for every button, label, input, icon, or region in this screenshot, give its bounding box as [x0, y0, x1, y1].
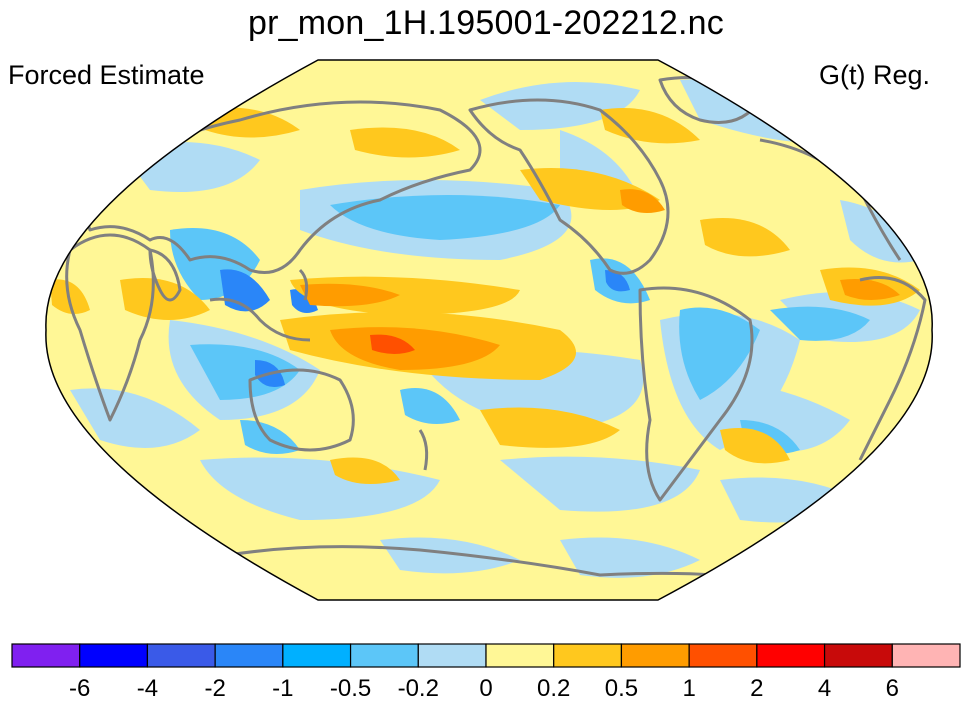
colorbar-label: -4 — [137, 675, 158, 702]
colorbar-bin — [485, 643, 555, 668]
colorbar-label: -1 — [272, 675, 293, 702]
colorbar-label: 6 — [886, 675, 899, 702]
left-label: Forced Estimate — [8, 60, 205, 90]
colorbar-bins — [11, 643, 961, 668]
colorbar-bin — [620, 643, 690, 668]
colorbar-bin — [146, 643, 216, 668]
colorbar-bin — [417, 643, 487, 668]
india-coastline — [148, 248, 182, 302]
right-label: G(t) Reg. — [818, 60, 930, 90]
colorbar-label: 0.2 — [537, 675, 570, 702]
colorbar-labels: -6 -4 -2 -1 -0.5 -0.2 0 0.2 0.5 1 2 4 6 — [69, 675, 899, 702]
south-america-coastline — [638, 286, 754, 502]
map-title: pr_mon_1H.195001-202212.nc — [248, 4, 724, 42]
red-orange-regions — [370, 334, 415, 354]
north-america-coastline — [468, 98, 670, 275]
colorbar-label: 2 — [750, 675, 763, 702]
colorbar-bin — [756, 643, 826, 668]
globe-outline — [45, 59, 933, 601]
medium-blue-regions — [170, 195, 870, 454]
colorbar-label: 0.5 — [605, 675, 638, 702]
colorbar-label: 0 — [479, 675, 492, 702]
precipitation-map — [45, 59, 933, 601]
new-zealand-coastline — [418, 429, 429, 471]
colorbar-label: -0.2 — [398, 675, 439, 702]
africa-coastline — [65, 233, 155, 422]
eurasia-coastline — [78, 100, 482, 274]
colorbar-bin — [79, 643, 149, 668]
antarctica-coastline — [199, 545, 761, 582]
colorbar-label: 4 — [818, 675, 831, 702]
colorbar-bin — [11, 643, 81, 668]
colorbar-label: -2 — [204, 675, 225, 702]
indonesia-coastline — [209, 297, 311, 342]
australia-coastline — [248, 368, 355, 452]
colorbar-label: 1 — [682, 675, 695, 702]
colorbar-label: -0.5 — [330, 675, 371, 702]
colorbar-bin — [688, 643, 758, 668]
colorbar-bin — [553, 643, 623, 668]
philippines-coastline — [298, 268, 309, 301]
colorbar-bin — [891, 643, 961, 668]
africa-east-coastline — [858, 276, 927, 461]
colorbar-bin — [349, 643, 419, 668]
colorbar-label: -6 — [69, 675, 90, 702]
colorbar-bin — [282, 643, 352, 668]
colorbar-bin — [214, 643, 284, 668]
colorbar-bin — [823, 643, 893, 668]
